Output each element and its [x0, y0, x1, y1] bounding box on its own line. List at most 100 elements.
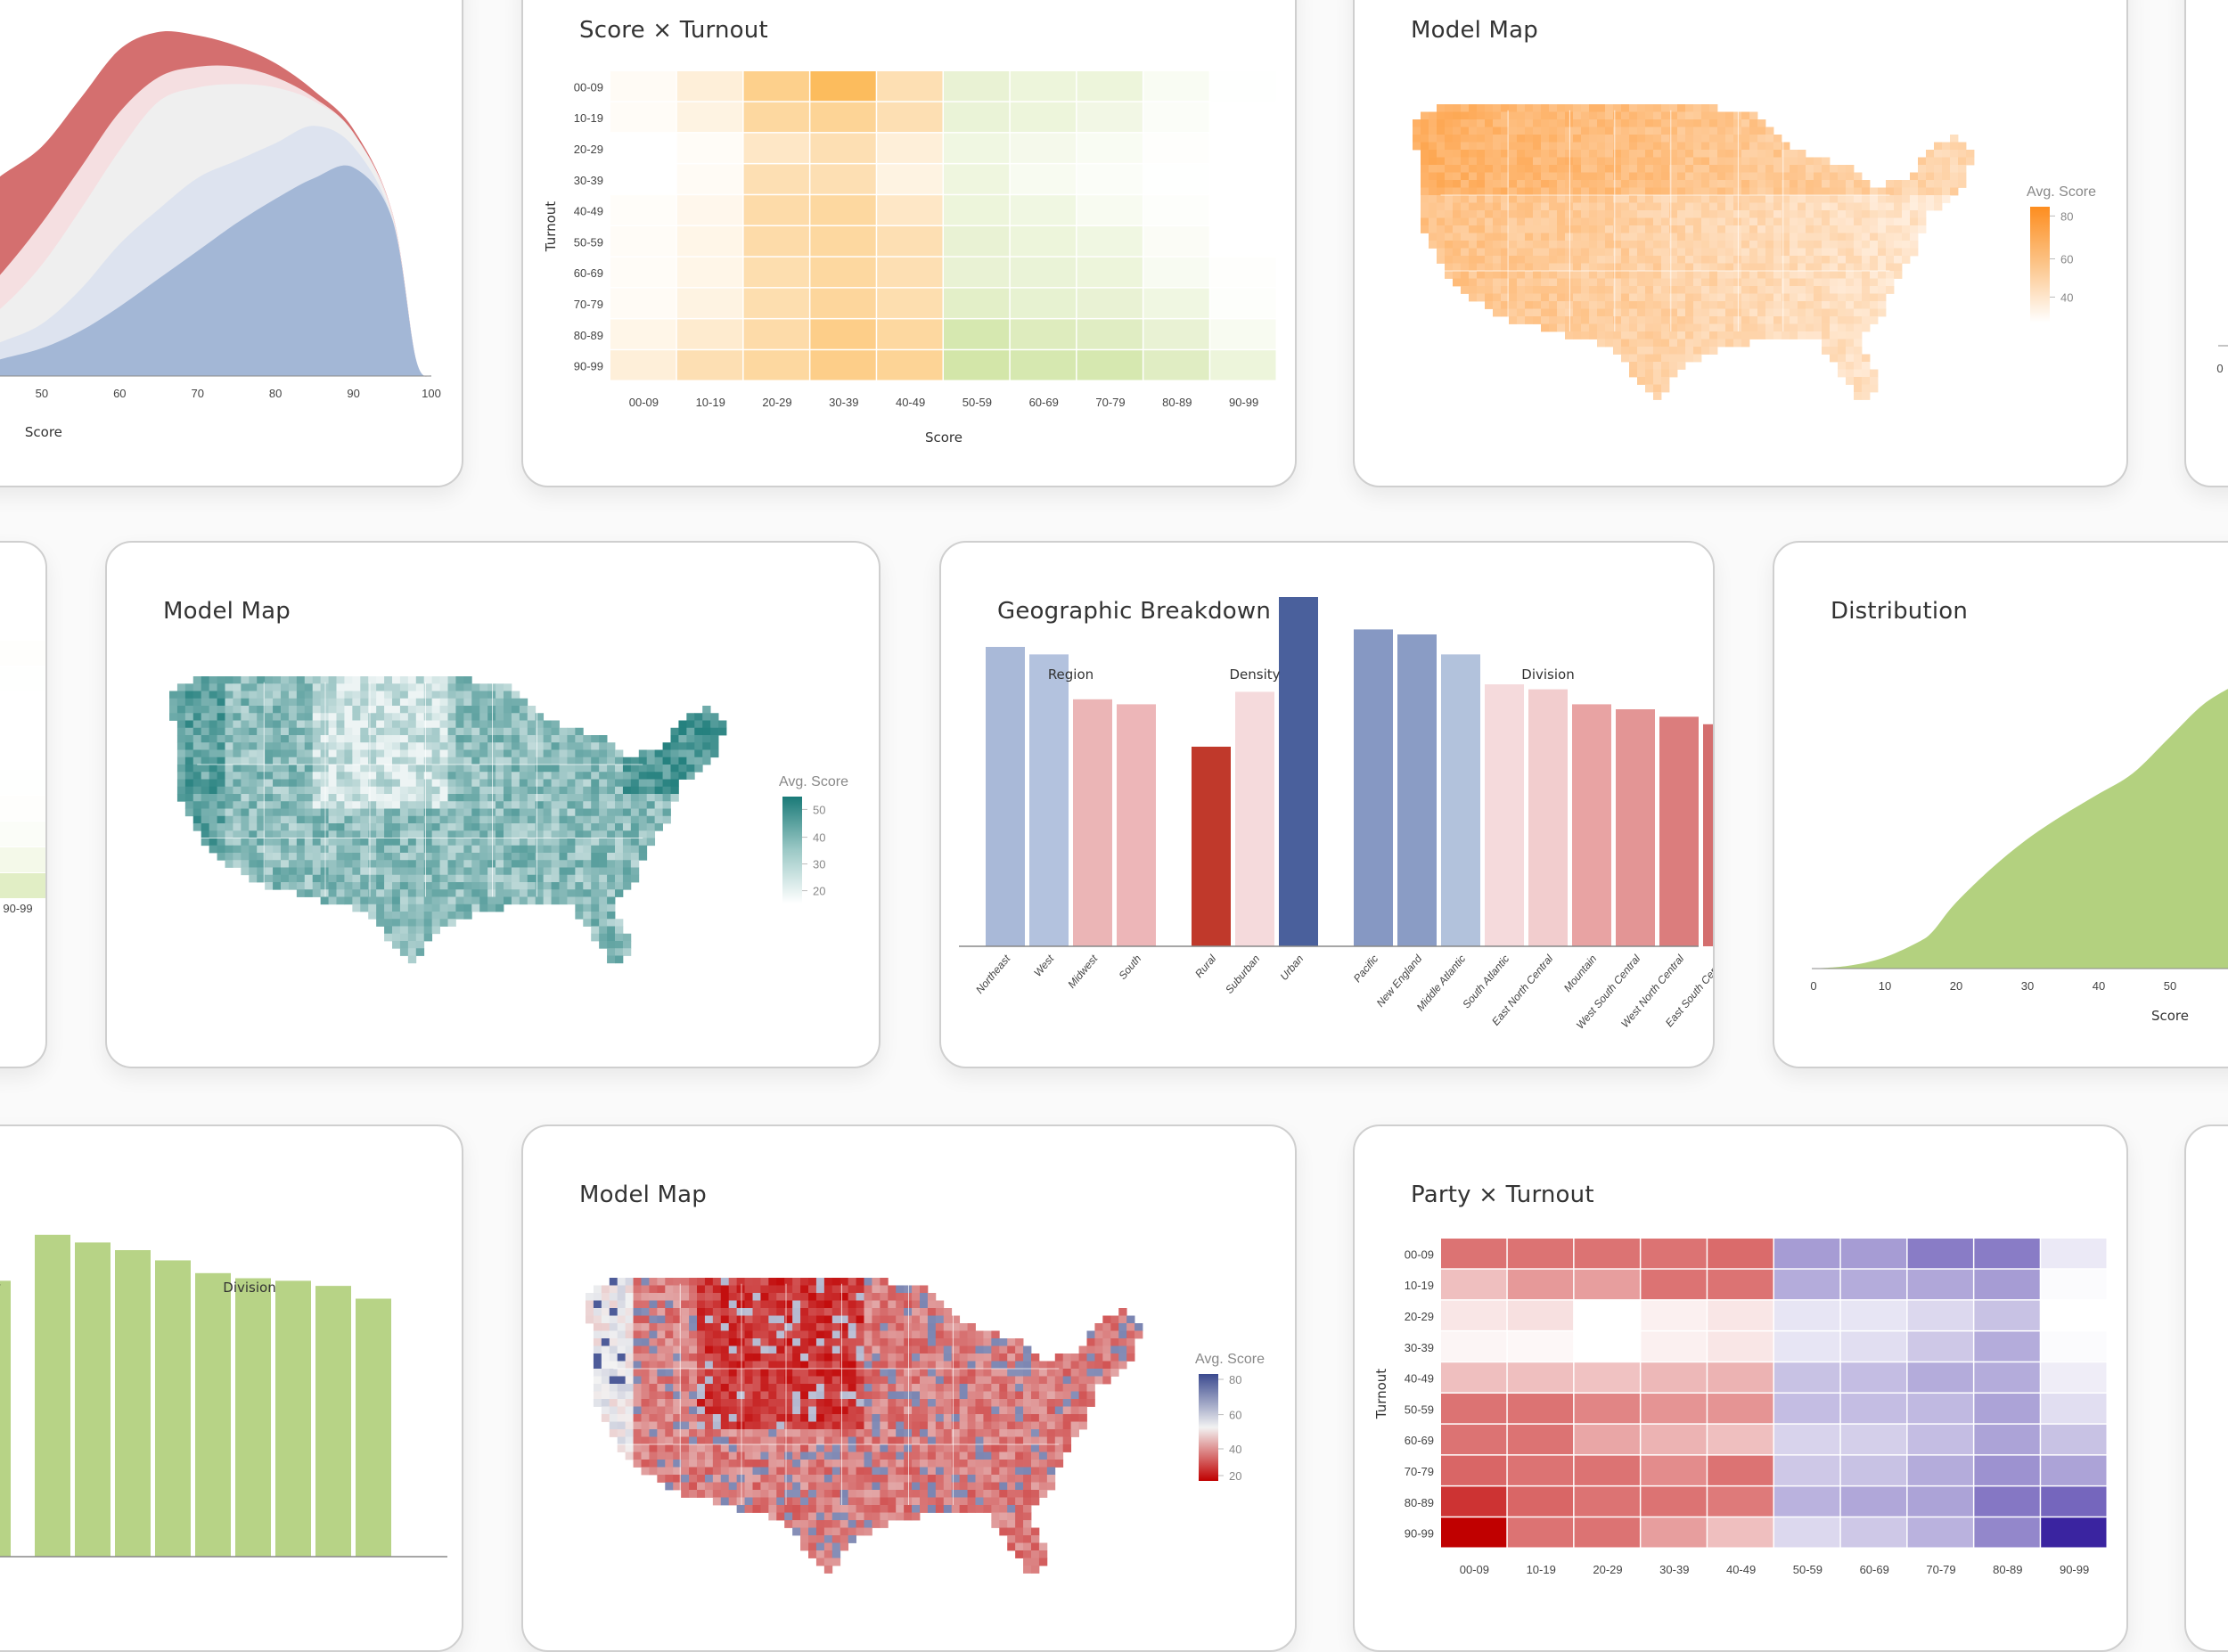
county [824, 1414, 832, 1422]
county [1709, 256, 1717, 264]
county [360, 823, 368, 831]
county [1007, 1407, 1015, 1415]
heatmap-cell [1210, 289, 1275, 318]
county [1549, 173, 1557, 181]
county [1798, 271, 1806, 279]
county [504, 794, 512, 802]
county [1485, 165, 1493, 173]
county [185, 757, 193, 765]
county [1838, 324, 1846, 332]
county [1461, 143, 1469, 151]
county [1950, 173, 1958, 181]
county [697, 1338, 705, 1346]
county [560, 868, 568, 876]
county [1886, 225, 1894, 233]
county [440, 897, 448, 905]
county [544, 846, 552, 854]
county [249, 868, 257, 876]
county [1709, 195, 1717, 203]
county [575, 838, 583, 846]
county [1669, 355, 1677, 363]
county [528, 780, 536, 788]
county [384, 676, 392, 684]
county [1822, 264, 1830, 272]
county [1071, 1407, 1079, 1415]
county [888, 1414, 896, 1422]
county [1733, 119, 1741, 127]
county [1862, 180, 1870, 188]
county [1918, 158, 1926, 166]
county [384, 735, 392, 743]
county [1966, 150, 1974, 158]
county [1701, 203, 1709, 211]
county [1653, 294, 1661, 302]
county [808, 1346, 816, 1354]
county [487, 830, 496, 838]
county [1765, 279, 1773, 287]
county [729, 1286, 737, 1294]
county [872, 1384, 880, 1392]
county [1541, 286, 1549, 294]
county [1838, 210, 1846, 218]
county [872, 1369, 880, 1377]
county [560, 742, 568, 750]
county [471, 780, 479, 788]
county [1677, 210, 1685, 218]
county [321, 750, 329, 758]
heatmap-cell [744, 226, 809, 256]
county [281, 838, 289, 846]
county [1573, 173, 1581, 181]
county [936, 1301, 944, 1309]
county [1854, 301, 1862, 309]
county [944, 1362, 952, 1370]
county [999, 1407, 1007, 1415]
county [665, 1353, 673, 1362]
county [816, 1316, 824, 1324]
county [1741, 339, 1749, 348]
county [329, 772, 337, 780]
bar-rural [1192, 747, 1231, 946]
county [623, 941, 631, 949]
county [721, 1323, 729, 1331]
county [1878, 188, 1886, 196]
county [552, 889, 560, 897]
county [265, 750, 273, 758]
county [400, 846, 408, 854]
county [591, 904, 599, 912]
county [408, 868, 416, 876]
county [792, 1346, 800, 1354]
county [567, 889, 575, 897]
county [1862, 279, 1870, 287]
county [1870, 210, 1878, 218]
county [416, 699, 424, 707]
county [1429, 218, 1437, 226]
county [1079, 1369, 1087, 1377]
county [1477, 173, 1485, 181]
county [1485, 112, 1493, 120]
x-tick-label: 10-19 [696, 396, 725, 409]
county [1814, 316, 1822, 324]
county [1733, 301, 1741, 309]
county [479, 683, 487, 691]
county [936, 1407, 944, 1415]
county [1822, 188, 1830, 196]
county [1565, 271, 1573, 279]
county [265, 787, 273, 795]
county [1015, 1377, 1023, 1385]
county [392, 934, 400, 942]
county [1023, 1399, 1031, 1407]
heatmap-cell [1011, 319, 1076, 348]
county [1709, 271, 1717, 279]
county [1685, 294, 1693, 302]
county [1717, 294, 1725, 302]
county [1525, 233, 1533, 241]
county [360, 735, 368, 743]
county [856, 1323, 864, 1331]
county [567, 830, 575, 838]
county [1126, 1323, 1134, 1331]
county [1846, 233, 1854, 241]
county [776, 1353, 784, 1362]
county [1063, 1377, 1071, 1385]
county [528, 765, 536, 773]
